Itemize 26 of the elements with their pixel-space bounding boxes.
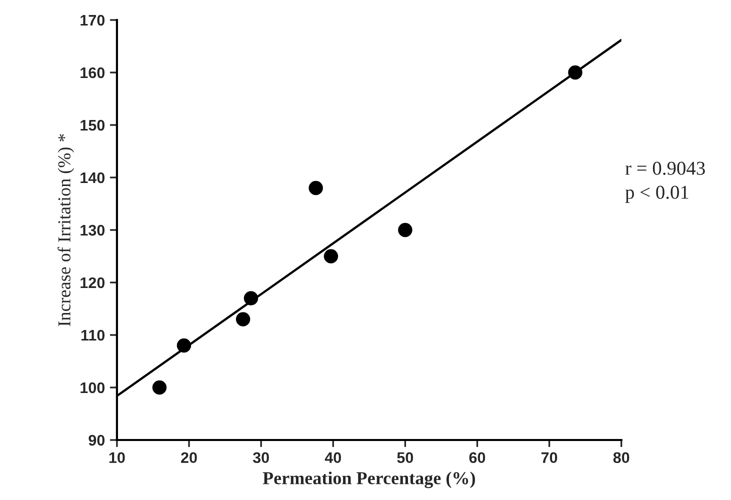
y-tick-label: 150 [80, 120, 105, 131]
x-axis-title: Permeation Percentage (%) [262, 472, 475, 488]
point [324, 249, 338, 264]
y-tick-label: 120 [80, 277, 105, 288]
point [308, 180, 323, 196]
x-tick-label: 60 [469, 452, 486, 464]
x-tick-label: 80 [613, 452, 630, 464]
y-tick-label: 110 [81, 330, 105, 341]
x-tick-label: 10 [109, 452, 125, 464]
y-tick-label: 140 [80, 172, 105, 184]
y-axis-title: Increase of Irritation (%) * [58, 134, 74, 326]
y-tick-label: 90 [88, 434, 105, 446]
point [236, 312, 250, 326]
x-tick-label: 50 [397, 452, 414, 464]
text: p < 0.01 [625, 186, 688, 203]
x-tick-label: 30 [252, 452, 269, 464]
point [152, 380, 167, 395]
text: r = 0.9043 [625, 162, 705, 175]
y-tick-label: 130 [80, 224, 105, 236]
x-tick-label: 40 [324, 452, 341, 464]
y-tick-label: 160 [80, 67, 105, 78]
y-tick-label: 170 [80, 14, 105, 26]
point [398, 222, 412, 238]
y-tick-label: 100 [80, 382, 105, 394]
x-tick-label: 70 [541, 452, 558, 464]
x-tick-label: 20 [181, 452, 197, 464]
